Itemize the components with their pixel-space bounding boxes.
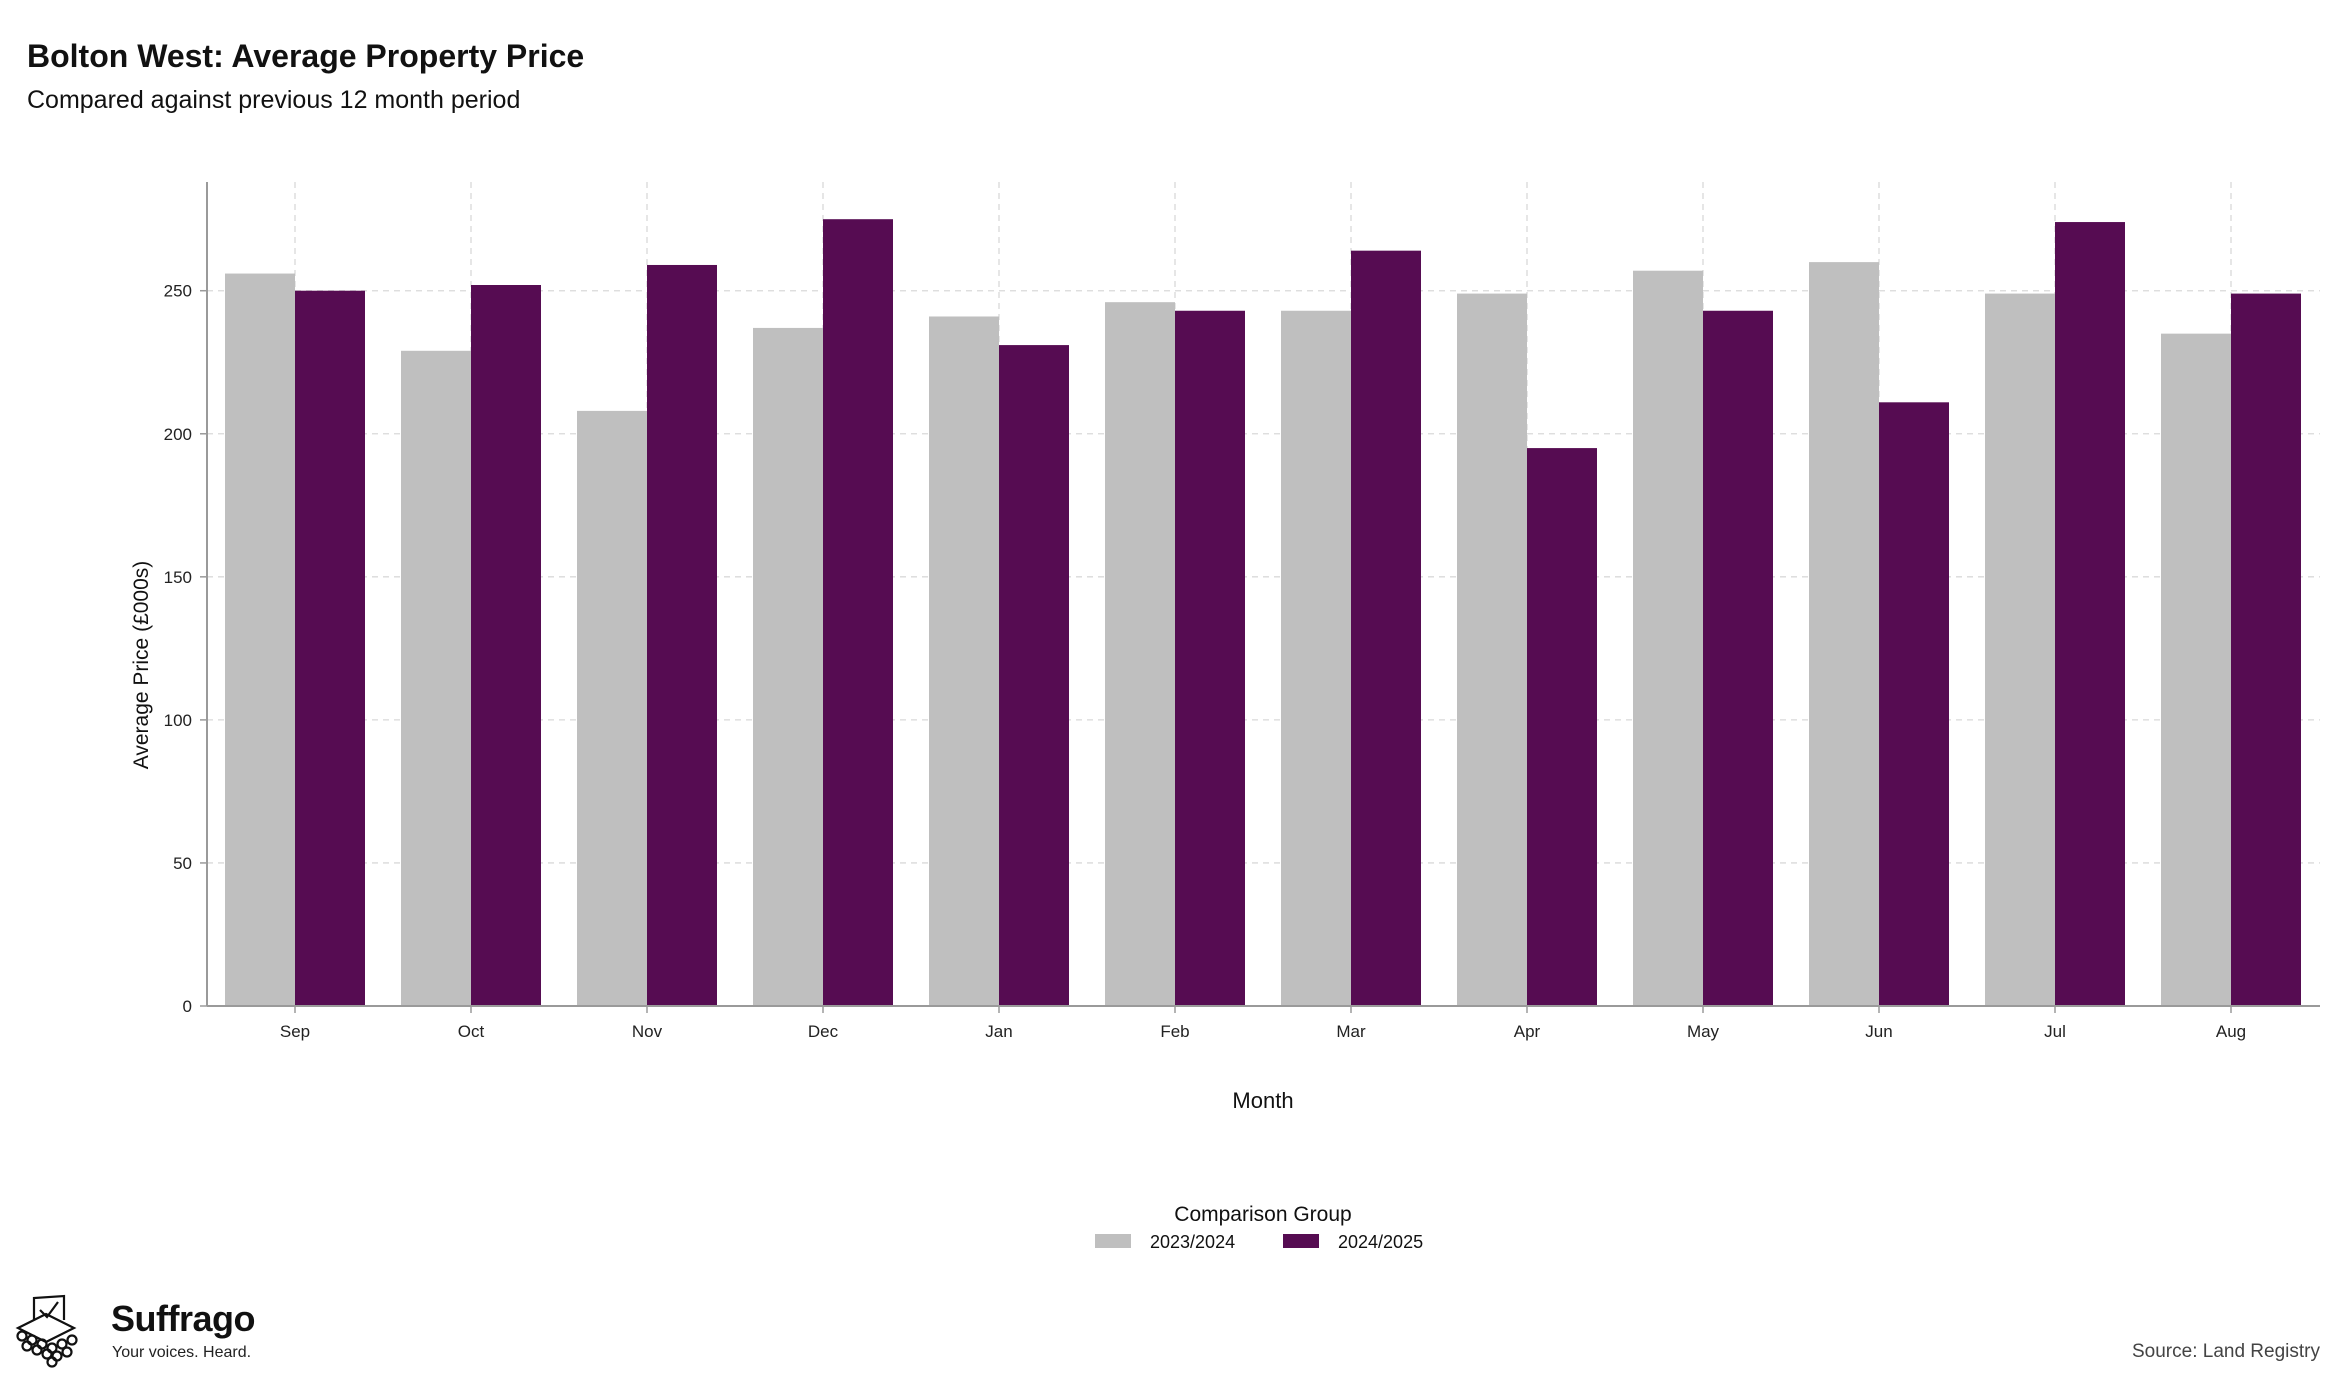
bar-2023-2024-sep <box>225 273 295 1006</box>
bar-2023-2024-jan <box>929 316 999 1006</box>
x-tick-label: Sep <box>280 1022 310 1041</box>
bar-2024-2025-may <box>1703 310 1773 1006</box>
y-axis-label: Average Price (£000s) <box>130 561 153 770</box>
chart-subtitle: Compared against previous 12 month perio… <box>27 86 521 114</box>
bar-2023-2024-nov <box>577 410 647 1006</box>
bar-2024-2025-jan <box>999 345 1069 1006</box>
brand-name: Suffrago <box>111 1298 256 1339</box>
x-tick-label: Jul <box>2044 1022 2066 1041</box>
x-tick-label: Feb <box>1160 1022 1189 1041</box>
bar-2024-2025-jun <box>1879 402 1949 1006</box>
bar-2023-2024-oct <box>401 350 471 1006</box>
y-tick-label: 100 <box>164 711 192 730</box>
bar-2023-2024-mar <box>1281 310 1351 1006</box>
x-tick-label: Dec <box>808 1022 839 1041</box>
y-tick-label: 50 <box>173 854 192 873</box>
bar-2023-2024-aug <box>2161 333 2231 1006</box>
bar-2024-2025-mar <box>1351 250 1421 1006</box>
bar-2023-2024-feb <box>1105 302 1175 1007</box>
brand-logo-block: Suffrago Your voices. Heard. <box>12 1290 272 1380</box>
bar-2023-2024-apr <box>1457 293 1527 1006</box>
x-tick-label: Mar <box>1336 1022 1366 1041</box>
chart-title: Bolton West: Average Property Price <box>27 38 585 74</box>
y-tick-label: 0 <box>183 997 192 1016</box>
bar-2024-2025-oct <box>471 285 541 1006</box>
bar-2024-2025-dec <box>823 219 893 1006</box>
legend-swatch <box>1095 1234 1131 1248</box>
legend-swatch <box>1283 1234 1319 1248</box>
bar-2024-2025-jul <box>2055 222 2125 1007</box>
bar-2024-2025-feb <box>1175 310 1245 1006</box>
bar-2023-2024-jul <box>1985 293 2055 1006</box>
bar-chart: 0 50 100 150 200 250 Sep Oct Nov Dec Jan Feb Mar Apr M… <box>130 182 2320 1250</box>
x-tick-label: Jan <box>985 1022 1012 1041</box>
y-tick-label: 250 <box>164 282 192 301</box>
bar-2023-2024-may <box>1633 270 1703 1006</box>
y-tick-label: 200 <box>164 425 192 444</box>
bar-2024-2025-aug <box>2231 293 2301 1006</box>
axes: 0 50 100 150 200 250 Sep Oct Nov Dec Jan Feb Mar Apr M… <box>164 182 2320 1041</box>
x-tick-label: Aug <box>2216 1022 2246 1041</box>
axis-labels: Average Price (£000s) Month <box>130 561 1294 1113</box>
bar-2024-2025-apr <box>1527 448 1597 1006</box>
bars <box>225 219 2301 1007</box>
x-tick-label: Apr <box>1514 1022 1541 1041</box>
x-tick-label: Jun <box>1865 1022 1892 1041</box>
ballot-box-icon <box>15 1294 78 1368</box>
x-tick-label: Oct <box>458 1022 485 1041</box>
legend-label: 2024/2025 <box>1338 1232 1423 1250</box>
brand-tagline: Your voices. Heard. <box>112 1344 252 1361</box>
x-tick-label: May <box>1687 1022 1720 1041</box>
legend-title: Comparison Group <box>1174 1203 1351 1226</box>
bar-2023-2024-jun <box>1809 262 1879 1007</box>
legend-label: 2023/2024 <box>1150 1232 1235 1250</box>
x-axis-label: Month <box>1232 1088 1293 1113</box>
legend: Comparison Group 2023/2024 2024/2025 <box>1095 1203 1423 1250</box>
y-tick-label: 150 <box>164 568 192 587</box>
bar-2024-2025-nov <box>647 264 717 1006</box>
bar-2024-2025-sep <box>295 290 365 1006</box>
source-note: Source: Land Registry <box>2132 1341 2320 1362</box>
bar-2023-2024-dec <box>753 327 823 1007</box>
x-tick-label: Nov <box>632 1022 663 1041</box>
